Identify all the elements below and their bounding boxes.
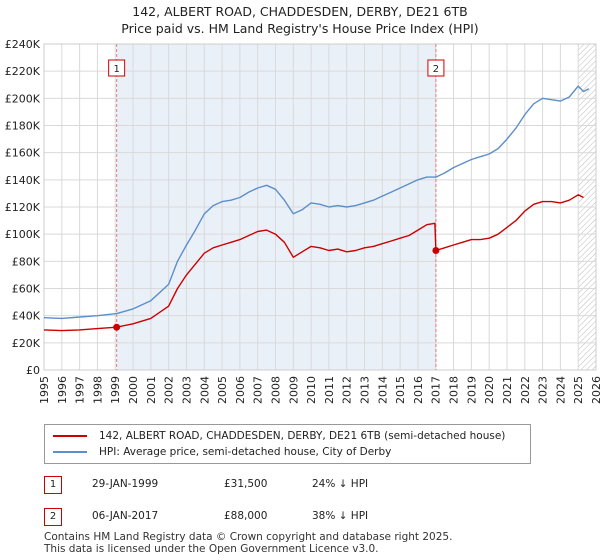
y-tick-label: £160K: [5, 147, 41, 160]
x-tick-label: 2022: [519, 376, 532, 404]
y-tick-label: £20K: [12, 337, 41, 350]
y-tick-label: £0: [26, 364, 40, 377]
x-tick-label: 1996: [56, 376, 69, 404]
x-tick-label: 2012: [341, 376, 354, 404]
y-tick-label: £220K: [5, 65, 41, 78]
legend: 142, ALBERT ROAD, CHADDESDEN, DERBY, DE2…: [44, 424, 531, 464]
y-tick-label: £60K: [12, 283, 41, 296]
sale-point: [113, 323, 121, 331]
sale-point: [432, 246, 440, 254]
y-tick-label: £120K: [5, 201, 41, 214]
transaction-price: £31,500: [224, 478, 268, 490]
transaction-hpi: 24% ↓ HPI: [312, 478, 369, 490]
x-tick-label: 2020: [483, 376, 496, 404]
x-tick-label: 2004: [198, 376, 211, 404]
y-tick-label: £140K: [5, 174, 41, 187]
x-tick-label: 2006: [234, 376, 247, 404]
x-tick-label: 2003: [180, 376, 193, 404]
x-tick-label: 2025: [572, 376, 585, 404]
x-tick-label: 2002: [163, 376, 176, 404]
transaction-badge: 1: [44, 476, 62, 494]
x-tick-label: 2017: [430, 376, 443, 404]
x-tick-label: 2013: [359, 376, 372, 404]
transaction-date: 06-JAN-2017: [92, 510, 159, 522]
legend-item-property: 142, ALBERT ROAD, CHADDESDEN, DERBY, DE2…: [53, 429, 505, 443]
x-tick-label: 2009: [287, 376, 300, 404]
hpi-line: [43, 85, 590, 320]
chart-title: 142, ALBERT ROAD, CHADDESDEN, DERBY, DE2…: [132, 4, 468, 19]
x-tick-label: 2026: [590, 376, 600, 404]
footer-copyright: Contains HM Land Registry data © Crown c…: [44, 531, 453, 543]
y-tick-label: £240K: [5, 38, 41, 51]
x-tick-label: 2005: [216, 376, 229, 404]
x-tick-label: 2014: [376, 376, 389, 404]
x-tick-label: 2015: [394, 376, 407, 404]
transaction-row: 2 06-JAN-2017 £88,000 38% ↓ HPI: [44, 508, 524, 526]
y-tick-label: £40K: [12, 310, 41, 323]
x-tick-label: 2019: [465, 376, 478, 404]
x-tick-label: 2016: [412, 376, 425, 404]
sale-badge-label: 2: [433, 64, 439, 75]
x-tick-label: 2010: [305, 376, 318, 404]
x-tick-label: 1998: [91, 376, 104, 404]
x-tick-label: 2000: [127, 376, 140, 404]
chart-subtitle: Price paid vs. HM Land Registry's House …: [121, 21, 479, 36]
price-chart: £0 £20K £40K £60K £80K £100K £120K £140K £160K £1…: [5, 38, 600, 404]
footer-licence: This data is licensed under the Open Gov…: [44, 543, 379, 555]
x-tick-label: 2008: [269, 376, 282, 404]
transaction-price: £88,000: [224, 510, 268, 522]
x-tick-label: 2018: [448, 376, 461, 404]
legend-item-hpi: HPI: Average price, semi-detached house,…: [53, 445, 391, 459]
x-tick-label: 1999: [109, 376, 122, 404]
y-tick-label: £180K: [5, 120, 41, 133]
transaction-row: 1 29-JAN-1999 £31,500 24% ↓ HPI: [44, 476, 524, 494]
x-tick-label: 2024: [554, 376, 567, 404]
transaction-date: 29-JAN-1999: [92, 478, 159, 490]
x-tick-label: 2001: [145, 376, 158, 404]
x-tick-label: 1997: [74, 376, 87, 404]
x-tick-label: 2021: [501, 376, 514, 404]
y-tick-label: £80K: [12, 255, 41, 268]
legend-label-property: 142, ALBERT ROAD, CHADDESDEN, DERBY, DE2…: [99, 430, 506, 442]
legend-swatch-hpi: [53, 451, 87, 453]
legend-label-hpi: HPI: Average price, semi-detached house,…: [99, 446, 392, 458]
legend-swatch-property: [53, 435, 87, 437]
plot-border: [43, 43, 597, 371]
x-tick-label: 2011: [323, 376, 336, 404]
x-tick-label: 1995: [38, 376, 51, 404]
y-tick-label: £200K: [5, 92, 41, 105]
sale-badge-label: 1: [113, 64, 119, 75]
transaction-hpi: 38% ↓ HPI: [312, 510, 369, 522]
x-tick-label: 2023: [537, 376, 550, 404]
transaction-badge: 2: [44, 508, 62, 526]
y-tick-label: £100K: [5, 228, 41, 241]
x-tick-label: 2007: [252, 376, 265, 404]
property-price-line: [43, 194, 584, 332]
sale-badge: [427, 59, 445, 77]
sale-badge: [108, 59, 126, 77]
